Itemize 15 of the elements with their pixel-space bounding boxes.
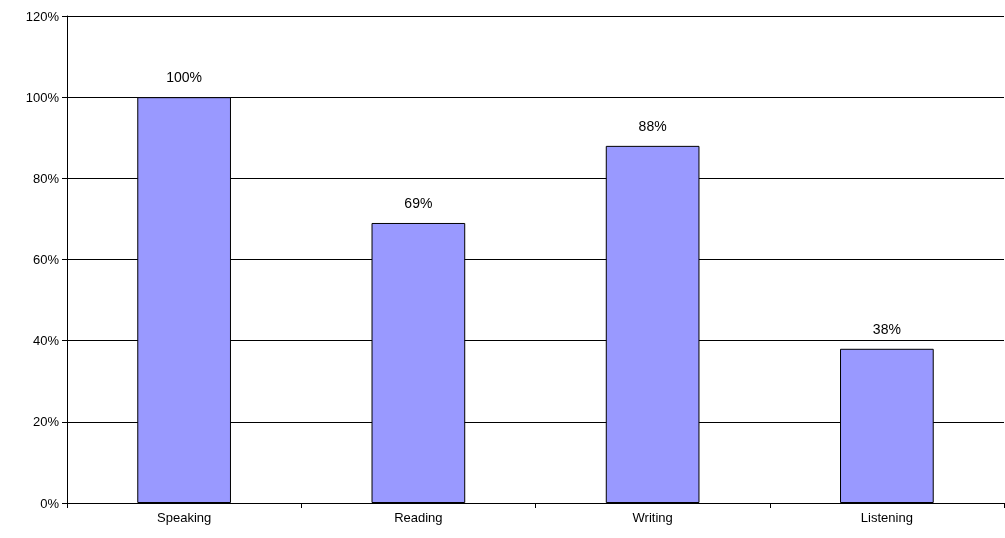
y-tick-label: 60% [32, 252, 60, 267]
data-label: 100% [166, 69, 203, 86]
x-tick-label: Listening [860, 510, 913, 525]
x-tick-label: Speaking [157, 510, 212, 525]
data-label: 69% [404, 194, 433, 211]
y-tick-label: 20% [32, 414, 60, 430]
y-tick-label: 0% [40, 495, 60, 511]
y-tick-label: 80% [32, 170, 60, 186]
data-label: 38% [872, 320, 901, 337]
y-tick-label: 40% [32, 333, 60, 349]
y-tick-label: 100% [25, 89, 60, 105]
x-tick-label: Reading [394, 510, 443, 525]
data-label: 88% [638, 117, 667, 134]
y-tick-label: 120% [25, 8, 60, 24]
x-tick-label: Writing [632, 510, 673, 525]
